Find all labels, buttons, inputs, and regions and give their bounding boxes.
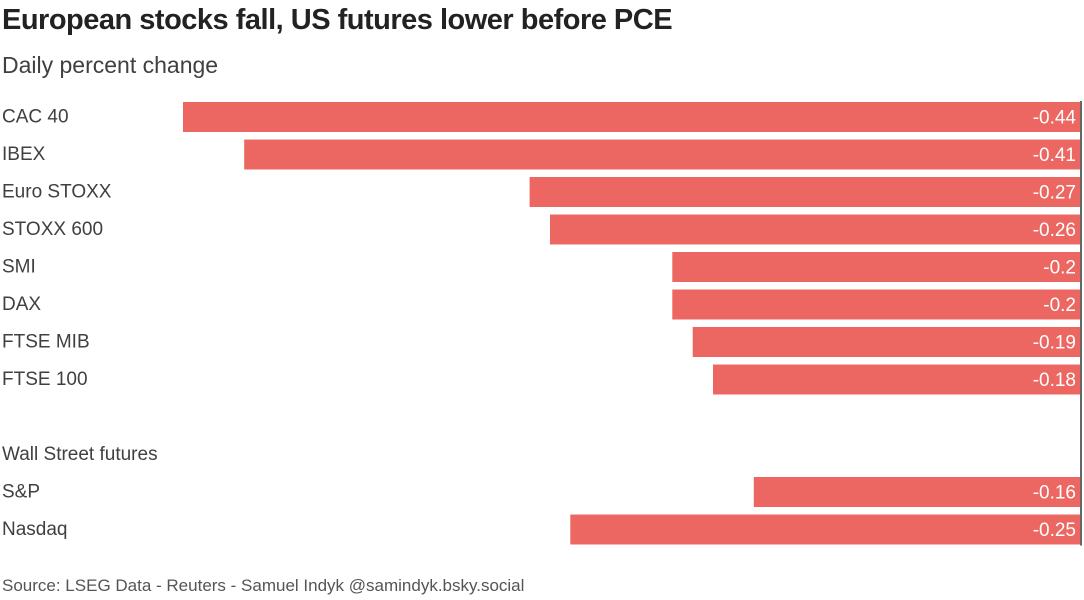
category-label-stoxx-600: STOXX 600 (2, 219, 103, 240)
value-label-dax: -0.2 (1043, 295, 1076, 316)
bar-stoxx-600 (550, 214, 1080, 245)
category-label-ftse-mib: FTSE MIB (2, 332, 90, 353)
value-label-ftse-100: -0.18 (1033, 370, 1076, 391)
value-label-stoxx-600: -0.26 (1033, 220, 1076, 241)
bar-euro-stoxx (529, 177, 1080, 207)
category-label-cac-40: CAC 40 (2, 107, 69, 128)
value-label-ibex: -0.41 (1033, 145, 1076, 166)
category-label-ftse-100: FTSE 100 (2, 369, 88, 390)
category-label-ibex: IBEX (2, 144, 46, 165)
value-label-sandp: -0.16 (1033, 483, 1076, 504)
value-label-nasdaq: -0.25 (1033, 520, 1076, 541)
chart-subtitle: Daily percent change (2, 52, 219, 78)
bar-nasdaq (570, 514, 1080, 545)
value-label-ftse-mib: -0.19 (1033, 333, 1076, 354)
bar-dax (672, 289, 1080, 320)
chart-title: European stocks fall, US futures lower b… (2, 4, 673, 36)
category-label-sandp: S&P (2, 482, 40, 503)
category-label-euro-stoxx: Euro STOXX (2, 182, 112, 203)
value-label-euro-stoxx: -0.27 (1033, 183, 1076, 204)
source-note: Source: LSEG Data - Reuters - Samuel Ind… (2, 576, 525, 595)
category-label-nasdaq: Nasdaq (2, 519, 68, 540)
bar-ibex (244, 139, 1080, 170)
group-label-wall-street-futures: Wall Street futures (2, 444, 158, 465)
bar-sandp (753, 477, 1080, 507)
category-label-dax: DAX (2, 294, 41, 315)
bar-ftse-100 (713, 364, 1080, 395)
bar-smi (672, 252, 1080, 282)
category-label-smi: SMI (2, 257, 36, 278)
bar-cac-40 (183, 102, 1080, 132)
value-label-smi: -0.2 (1043, 258, 1076, 279)
bar-ftse-mib (692, 327, 1080, 357)
value-label-cac-40: -0.44 (1033, 108, 1077, 129)
